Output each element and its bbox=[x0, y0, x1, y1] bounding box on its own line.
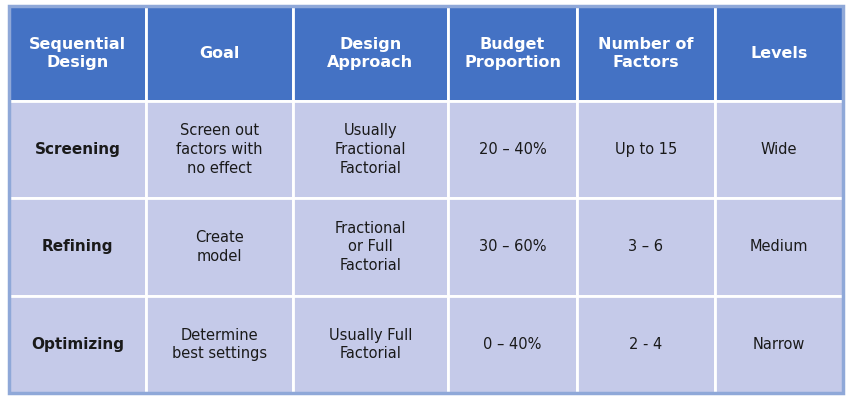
Bar bbox=[293, 6, 448, 101]
Text: 0 – 40%: 0 – 40% bbox=[483, 337, 542, 352]
Text: 2 - 4: 2 - 4 bbox=[630, 337, 663, 352]
Bar bbox=[715, 296, 843, 393]
Text: Wide: Wide bbox=[761, 142, 797, 157]
Bar bbox=[448, 6, 577, 101]
Bar bbox=[577, 6, 715, 101]
Bar bbox=[147, 198, 293, 296]
Text: Create
model: Create model bbox=[195, 230, 244, 264]
Text: 30 – 60%: 30 – 60% bbox=[479, 239, 546, 255]
Bar bbox=[448, 296, 577, 393]
Bar bbox=[147, 101, 293, 198]
Text: 3 – 6: 3 – 6 bbox=[628, 239, 664, 255]
Bar bbox=[9, 6, 147, 101]
Text: Medium: Medium bbox=[750, 239, 809, 255]
Text: Refining: Refining bbox=[42, 239, 113, 255]
Bar bbox=[577, 101, 715, 198]
Text: 20 – 40%: 20 – 40% bbox=[479, 142, 546, 157]
Text: Fractional
or Full
Factorial: Fractional or Full Factorial bbox=[335, 221, 406, 273]
Bar bbox=[715, 198, 843, 296]
Text: Budget
Proportion: Budget Proportion bbox=[464, 37, 561, 70]
Bar bbox=[577, 198, 715, 296]
Text: Screen out
factors with
no effect: Screen out factors with no effect bbox=[176, 123, 262, 176]
Bar bbox=[577, 296, 715, 393]
Text: Levels: Levels bbox=[751, 46, 808, 61]
Bar bbox=[9, 198, 147, 296]
Text: Number of
Factors: Number of Factors bbox=[598, 37, 694, 70]
Bar bbox=[715, 101, 843, 198]
Text: Determine
best settings: Determine best settings bbox=[172, 328, 267, 361]
Bar bbox=[147, 6, 293, 101]
Bar bbox=[9, 101, 147, 198]
Bar bbox=[715, 6, 843, 101]
Text: Sequential
Design: Sequential Design bbox=[29, 37, 126, 70]
Bar bbox=[448, 101, 577, 198]
Text: Usually
Fractional
Factorial: Usually Fractional Factorial bbox=[335, 123, 406, 176]
Bar bbox=[448, 198, 577, 296]
Text: Design
Approach: Design Approach bbox=[327, 37, 413, 70]
Bar bbox=[293, 296, 448, 393]
Bar bbox=[9, 296, 147, 393]
Bar bbox=[293, 101, 448, 198]
Text: Goal: Goal bbox=[199, 46, 239, 61]
Bar bbox=[293, 198, 448, 296]
Text: Optimizing: Optimizing bbox=[31, 337, 124, 352]
Text: Up to 15: Up to 15 bbox=[615, 142, 677, 157]
Text: Screening: Screening bbox=[34, 142, 120, 157]
Text: Usually Full
Factorial: Usually Full Factorial bbox=[329, 328, 412, 361]
Text: Narrow: Narrow bbox=[753, 337, 805, 352]
Bar bbox=[147, 296, 293, 393]
